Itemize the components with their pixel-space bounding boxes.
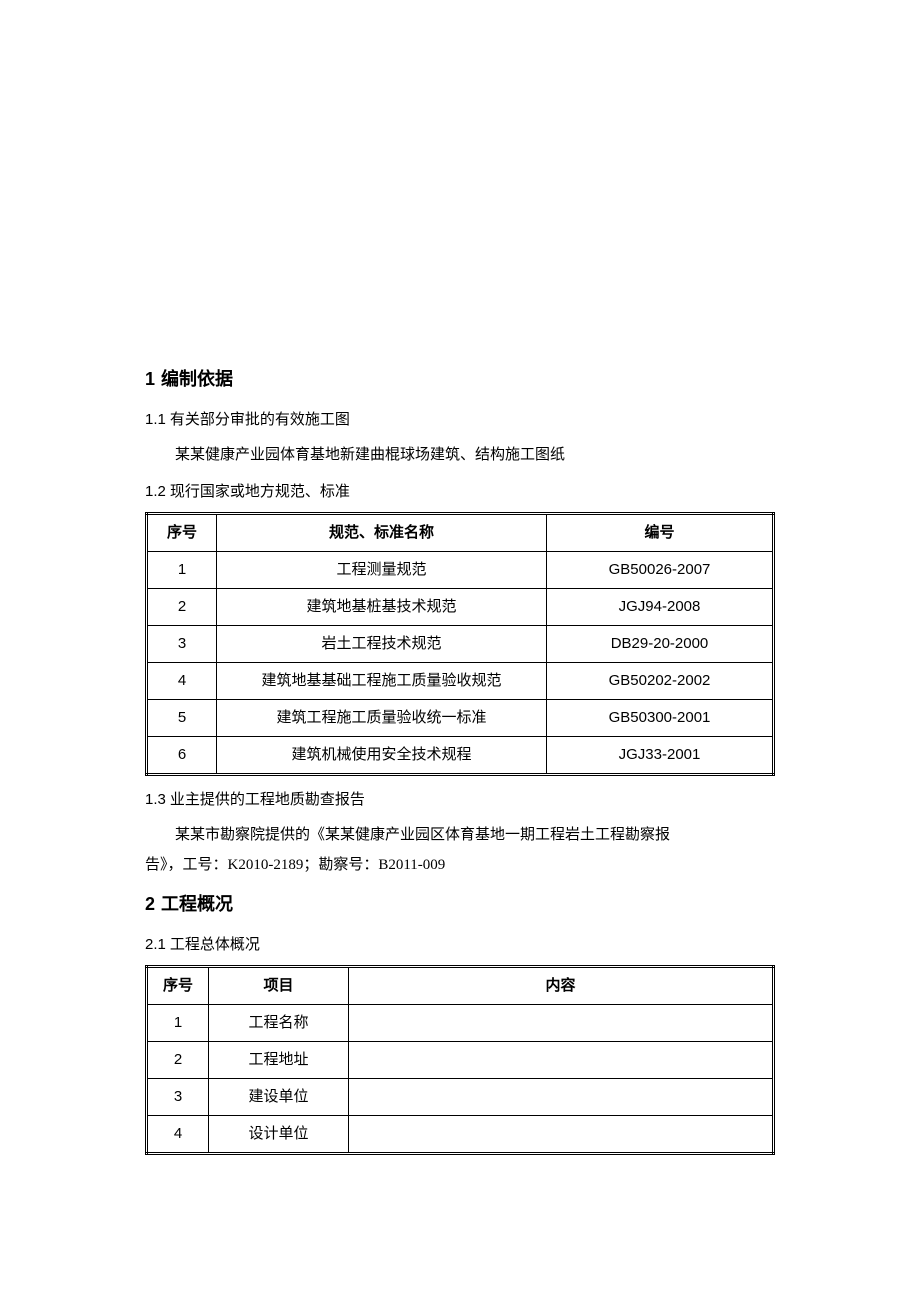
section-1-num: 1	[145, 369, 155, 389]
cell-code: JGJ94-2008	[547, 588, 774, 625]
col-header-content: 内容	[349, 966, 774, 1004]
cell-seq: 3	[147, 1078, 209, 1115]
col-header-seq: 序号	[147, 513, 217, 551]
table-header-row: 序号 规范、标准名称 编号	[147, 513, 774, 551]
section-1-2-heading: 1.2现行国家或地方规范、标准	[145, 480, 775, 504]
table-row: 2工程地址	[147, 1041, 774, 1078]
cell-item: 设计单位	[209, 1115, 349, 1153]
section-2-num: 2	[145, 894, 155, 914]
table-row: 3岩土工程技术规范DB29-20-2000	[147, 625, 774, 662]
cell-seq: 2	[147, 1041, 209, 1078]
cell-seq: 4	[147, 1115, 209, 1153]
section-2-heading: 2 工程概况	[145, 890, 775, 919]
project-overview-table: 序号 项目 内容 1工程名称2工程地址3建设单位4设计单位	[145, 965, 775, 1155]
cell-item: 建设单位	[209, 1078, 349, 1115]
table-row: 3建设单位	[147, 1078, 774, 1115]
section-2-title: 工程概况	[161, 894, 233, 914]
cell-content	[349, 1078, 774, 1115]
section-1-2-title: 现行国家或地方规范、标准	[170, 483, 350, 500]
section-1-2-num: 1.2	[145, 483, 166, 500]
cell-code: GB50202-2002	[547, 662, 774, 699]
cell-name: 建筑工程施工质量验收统一标准	[217, 699, 547, 736]
section-1-3-title: 业主提供的工程地质勘查报告	[170, 791, 365, 808]
cell-name: 建筑机械使用安全技术规程	[217, 736, 547, 774]
cell-content	[349, 1115, 774, 1153]
cell-seq: 2	[147, 588, 217, 625]
cell-code: JGJ33-2001	[547, 736, 774, 774]
cell-name: 建筑地基桩基技术规范	[217, 588, 547, 625]
section-1-1-body: 某某健康产业园体育基地新建曲棍球场建筑、结构施工图纸	[145, 440, 775, 470]
cell-code: DB29-20-2000	[547, 625, 774, 662]
section-1-1-num: 1.1	[145, 411, 166, 428]
table-header-row: 序号 项目 内容	[147, 966, 774, 1004]
col-header-name: 规范、标准名称	[217, 513, 547, 551]
cell-name: 工程测量规范	[217, 551, 547, 588]
cell-code: GB50300-2001	[547, 699, 774, 736]
section-1-1-heading: 1.1有关部分审批的有效施工图	[145, 408, 775, 432]
section-1-3-heading: 1.3业主提供的工程地质勘查报告	[145, 788, 775, 812]
section-1-title: 编制依据	[161, 369, 233, 389]
table-row: 2建筑地基桩基技术规范JGJ94-2008	[147, 588, 774, 625]
cell-name: 建筑地基基础工程施工质量验收规范	[217, 662, 547, 699]
cell-item: 工程地址	[209, 1041, 349, 1078]
cell-seq: 4	[147, 662, 217, 699]
cell-content	[349, 1004, 774, 1041]
cell-seq: 5	[147, 699, 217, 736]
section-1-3-body-line1: 某某市勘察院提供的《某某健康产业园区体育基地一期工程岩土工程勘察报	[145, 820, 775, 850]
table-row: 1工程名称	[147, 1004, 774, 1041]
col-header-seq: 序号	[147, 966, 209, 1004]
section-2-1-heading: 2.1工程总体概况	[145, 933, 775, 957]
table-row: 1工程测量规范GB50026-2007	[147, 551, 774, 588]
cell-seq: 1	[147, 1004, 209, 1041]
cell-code: GB50026-2007	[547, 551, 774, 588]
table-row: 6建筑机械使用安全技术规程JGJ33-2001	[147, 736, 774, 774]
standards-table: 序号 规范、标准名称 编号 1工程测量规范GB50026-20072建筑地基桩基…	[145, 512, 775, 776]
section-1-heading: 1 编制依据	[145, 365, 775, 394]
table-row: 5建筑工程施工质量验收统一标准GB50300-2001	[147, 699, 774, 736]
table-row: 4设计单位	[147, 1115, 774, 1153]
cell-seq: 3	[147, 625, 217, 662]
cell-seq: 6	[147, 736, 217, 774]
cell-content	[349, 1041, 774, 1078]
section-1-3-num: 1.3	[145, 791, 166, 808]
cell-name: 岩土工程技术规范	[217, 625, 547, 662]
col-header-item: 项目	[209, 966, 349, 1004]
cell-item: 工程名称	[209, 1004, 349, 1041]
section-1-1-title: 有关部分审批的有效施工图	[170, 411, 350, 428]
table-row: 4建筑地基基础工程施工质量验收规范GB50202-2002	[147, 662, 774, 699]
cell-seq: 1	[147, 551, 217, 588]
col-header-code: 编号	[547, 513, 774, 551]
section-2-1-title: 工程总体概况	[170, 936, 260, 953]
section-2-1-num: 2.1	[145, 936, 166, 953]
section-1-3-body-line2: 告》，工号：K2010-2189；勘察号：B2011-009	[145, 850, 775, 880]
